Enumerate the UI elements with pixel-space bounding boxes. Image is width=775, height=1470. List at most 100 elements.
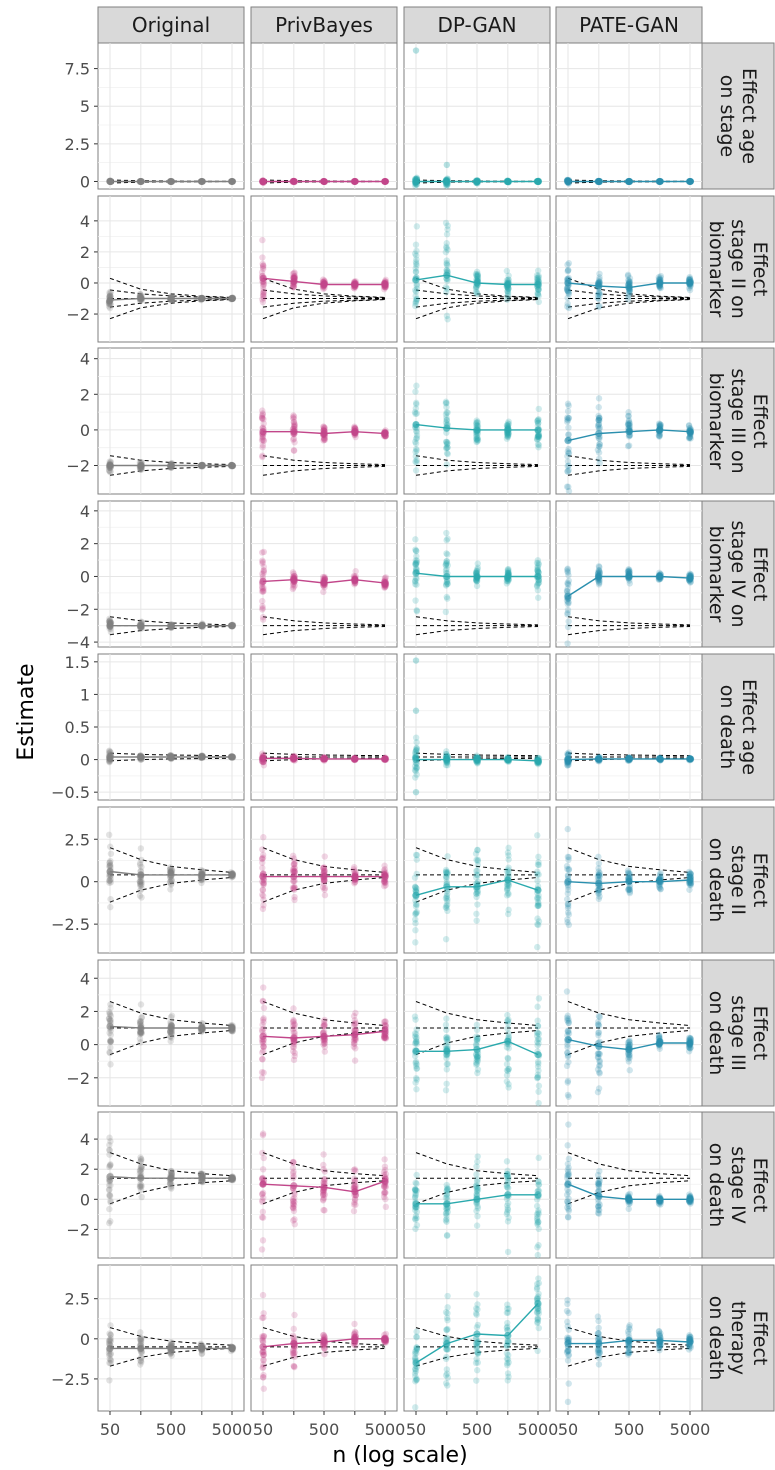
data-point [259,997,267,1005]
y-tick-label: −4 [66,633,90,652]
y-tick-label: 1.5 [65,653,90,672]
data-point [596,440,603,448]
data-point [535,853,542,861]
y-tick-label: 0 [80,751,90,770]
data-point [564,640,571,647]
data-point [473,268,481,276]
data-point [472,1059,480,1066]
data-point [474,271,482,279]
band-line [262,299,386,320]
data-point [412,910,420,917]
data-point [565,618,572,625]
data-point [473,272,480,279]
data-point [136,860,144,867]
row-strip-label: stage II [727,845,749,915]
data-point [412,900,420,908]
data-point [535,594,542,601]
data-point [595,303,602,311]
data-point [503,267,511,275]
data-point [106,1151,113,1158]
y-tick-label: 0 [80,274,90,293]
data-point [291,422,298,429]
data-point [442,283,450,291]
band-line [109,299,233,320]
data-point [444,907,451,915]
data-point [291,858,298,865]
data-point [260,588,267,595]
row-strip-label: biomarker [705,373,727,470]
data-point [443,593,450,601]
data-point [259,1166,267,1173]
data-point [107,1038,115,1045]
data-point [444,409,451,416]
data-point [136,1030,144,1038]
data-point [412,939,419,946]
series-mean-line [262,277,385,286]
data-point [474,272,481,279]
data-point [565,402,572,409]
data-point [564,579,571,586]
data-point [505,1045,512,1052]
y-tick-label: 4 [80,350,90,369]
row-strip-label: Effect [749,1158,771,1213]
data-point [474,857,482,865]
data-point [351,1057,359,1064]
data-point [443,266,450,274]
data-point [535,298,543,306]
y-tick-label: 0 [80,1036,90,1055]
data-point [564,261,571,268]
data-point [472,285,480,292]
data-point [412,286,419,294]
data-point [595,295,602,303]
data-point [259,891,266,898]
data-point [259,846,266,853]
data-point [503,1078,511,1085]
data-point [107,1199,114,1206]
column-strip [403,6,551,44]
y-tick-label: 2 [80,385,90,404]
data-point [259,407,266,414]
data-point [137,1018,145,1025]
row-strip-label: Effect [749,853,771,908]
data-point [413,1026,420,1033]
row-strip-label: on death [705,1143,727,1228]
data-point [107,288,115,296]
data-point [443,161,451,169]
data-point [106,290,114,297]
data-point [443,529,450,537]
y-tick-label: −2 [66,457,90,476]
data-point [413,282,420,289]
data-point [413,382,420,389]
data-point [535,1099,542,1107]
data-point [381,1189,388,1196]
data-point [534,1058,542,1066]
data-point [535,995,543,1002]
data-point [413,458,420,466]
y-tick-label: 4 [80,212,90,231]
data-point [443,257,450,264]
row-strip-label: Effect [749,1006,771,1061]
data-point [412,298,419,306]
data-point [320,1191,327,1199]
data-point [444,898,451,905]
data-point [473,1038,481,1045]
data-point [503,1060,511,1068]
data-point [106,1048,113,1056]
data-point [413,432,421,439]
data-point [291,1020,298,1028]
data-point [535,433,543,440]
data-point [504,296,511,303]
data-point [107,1138,114,1145]
data-point [533,275,541,282]
data-point [625,442,633,449]
data-point [137,845,145,852]
data-point [259,558,266,566]
data-point [290,1056,298,1064]
data-point [564,408,572,415]
data-point [290,412,297,419]
data-point [412,1016,419,1023]
data-point [413,410,420,417]
column-strip [250,6,398,44]
band-line [415,277,539,298]
data-point [107,843,114,850]
